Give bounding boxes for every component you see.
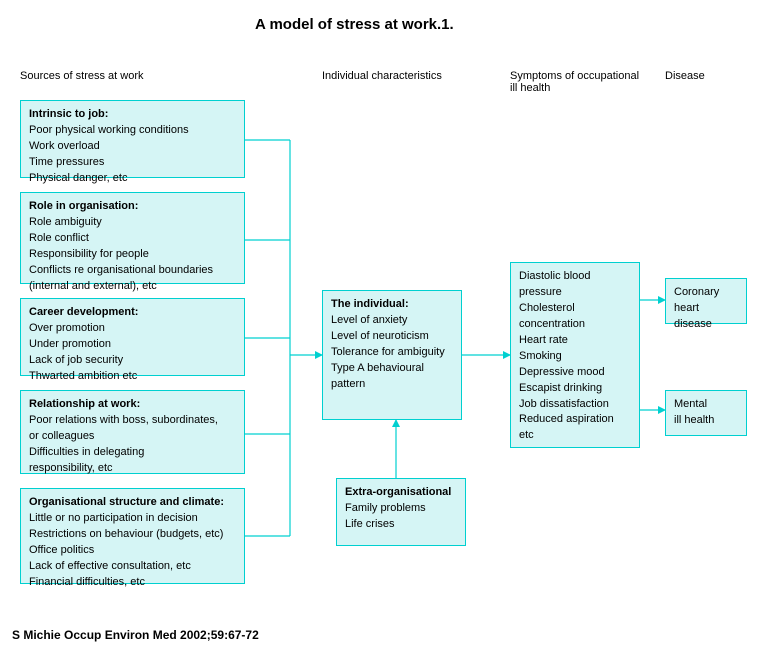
box-line: Work overload xyxy=(29,139,236,155)
box-heading: Relationship at work: xyxy=(29,397,236,413)
source-box-relationship: Relationship at work:Poor relations with… xyxy=(20,390,245,474)
diagram-title: A model of stress at work.1. xyxy=(255,16,454,33)
box-line: Family problems xyxy=(345,501,457,517)
box-line: Physical danger, etc xyxy=(29,171,236,187)
disease-box-mental: Mentalill health xyxy=(665,390,747,436)
box-line: Coronary xyxy=(674,285,738,301)
box-line: Poor physical working conditions xyxy=(29,123,236,139)
box-line: or colleagues xyxy=(29,429,236,445)
source-box-intrinsic: Intrinsic to job:Poor physical working c… xyxy=(20,100,245,178)
box-heading: Intrinsic to job: xyxy=(29,107,236,123)
symptoms-box: Diastolic blood pressureCholesterol conc… xyxy=(510,262,640,448)
box-heading: Organisational structure and climate: xyxy=(29,495,236,511)
box-line: ill health xyxy=(674,413,738,429)
box-line: heart disease xyxy=(674,301,738,333)
col-header-individual: Individual characteristics xyxy=(322,70,442,82)
box-line: Escapist drinking xyxy=(519,381,631,397)
box-line: Role ambiguity xyxy=(29,215,236,231)
box-line: Thwarted ambition etc xyxy=(29,369,236,385)
disease-box-chd: Coronaryheart disease xyxy=(665,278,747,324)
col-header-disease: Disease xyxy=(665,70,705,82)
box-line: Restrictions on behaviour (budgets, etc) xyxy=(29,527,236,543)
box-line: Level of anxiety xyxy=(331,313,453,329)
box-heading: Role in organisation: xyxy=(29,199,236,215)
box-line: Little or no participation in decision xyxy=(29,511,236,527)
box-line: Conflicts re organisational boundaries xyxy=(29,263,236,279)
box-line: Role conflict xyxy=(29,231,236,247)
box-line: Lack of effective consultation, etc xyxy=(29,559,236,575)
source-box-orgstruct: Organisational structure and climate:Lit… xyxy=(20,488,245,584)
box-line: pattern xyxy=(331,377,453,393)
box-line: Over promotion xyxy=(29,321,236,337)
box-line: Time pressures xyxy=(29,155,236,171)
individual-box: The individual:Level of anxietyLevel of … xyxy=(322,290,462,420)
box-line: Cholesterol concentration xyxy=(519,301,631,333)
box-line: Heart rate xyxy=(519,333,631,349)
col-header-symptoms: Symptoms of occupational ill health xyxy=(510,70,639,94)
box-line: responsibility, etc xyxy=(29,461,236,477)
box-line: Type A behavioural xyxy=(331,361,453,377)
col-header-sources: Sources of stress at work xyxy=(20,70,144,82)
box-line: Responsibility for people xyxy=(29,247,236,263)
box-line: Tolerance for ambiguity xyxy=(331,345,453,361)
box-line: Reduced aspiration etc xyxy=(519,412,631,444)
box-line: Diastolic blood pressure xyxy=(519,269,631,301)
box-line: Mental xyxy=(674,397,738,413)
box-line: Depressive mood xyxy=(519,365,631,381)
box-heading: Extra-organisational xyxy=(345,485,457,501)
box-line: Under promotion xyxy=(29,337,236,353)
box-line: Smoking xyxy=(519,349,631,365)
box-heading: Career development: xyxy=(29,305,236,321)
box-line: Difficulties in delegating xyxy=(29,445,236,461)
box-line: Lack of job security xyxy=(29,353,236,369)
box-line: (internal and external), etc xyxy=(29,279,236,295)
box-line: Job dissatisfaction xyxy=(519,397,631,413)
box-line: Level of neuroticism xyxy=(331,329,453,345)
box-line: Poor relations with boss, subordinates, xyxy=(29,413,236,429)
source-box-career: Career development:Over promotionUnder p… xyxy=(20,298,245,376)
box-heading: The individual: xyxy=(331,297,453,313)
box-line: Office politics xyxy=(29,543,236,559)
source-box-role: Role in organisation:Role ambiguityRole … xyxy=(20,192,245,284)
citation-text: S Michie Occup Environ Med 2002;59:67-72 xyxy=(12,628,259,642)
extra-org-box: Extra-organisationalFamily problemsLife … xyxy=(336,478,466,546)
box-line: Life crises xyxy=(345,517,457,533)
box-line: Financial difficulties, etc xyxy=(29,575,236,591)
